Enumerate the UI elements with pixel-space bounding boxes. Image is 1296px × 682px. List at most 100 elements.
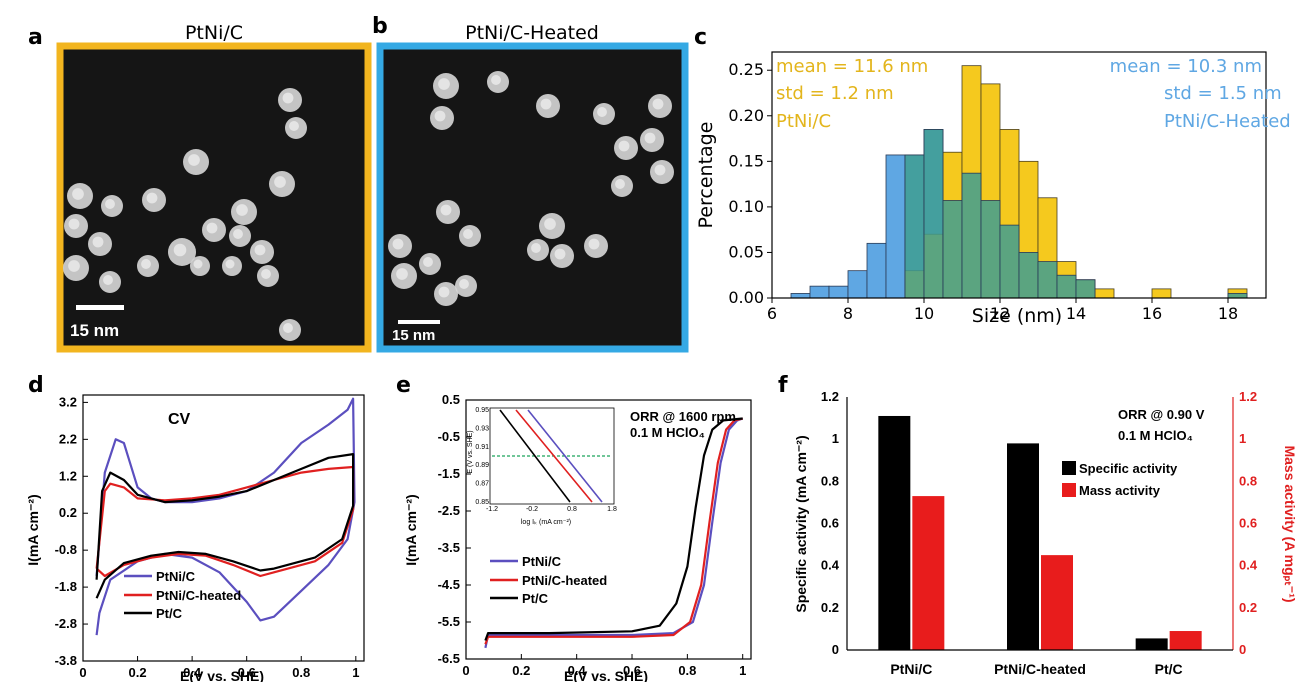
cv-plot: 0 0.2 0.4 0.6 0.8 1 3.2 2.2 1.2 0.2 -0.8 -1.8 -2.8 -3… [55, 394, 360, 680]
inset-x-tick-label: -1.2 [486, 506, 498, 513]
cv-legend-ptnic: PtNi/C [156, 569, 196, 584]
panel-letter-f: f [778, 373, 788, 398]
orr-x-label: E(V vs. SHE) [564, 668, 648, 682]
nanoparticle-highlight [68, 218, 80, 230]
nanoparticle-highlight [644, 132, 656, 144]
activity-y-tick-label: 0.6 [821, 516, 839, 531]
histogram-y-tick-label: 0.20 [728, 106, 764, 125]
cv-y-label: I(mA cm⁻²) [25, 494, 41, 565]
activity-annotation-potential: ORR @ 0.90 V [1118, 407, 1205, 422]
activity-category-label: Pt/C [1155, 661, 1183, 677]
histogram-y-label: Percentage [695, 122, 717, 229]
cv-y-tick-label: 1.2 [59, 468, 77, 483]
nanoparticle-highlight [459, 279, 469, 289]
histogram-x-tick-label: 12 [990, 304, 1010, 323]
nanoparticle-highlight [68, 260, 80, 272]
cv-frame [82, 394, 365, 662]
activity-y2-tick-label: 1.2 [1239, 389, 1257, 404]
nanoparticle-highlight [540, 98, 552, 110]
panel-b-image-frame [376, 42, 689, 353]
annotation-mean-ptnic: mean = 11.6 nm [776, 56, 928, 77]
annotation-mean-heated: mean = 10.3 nm [1110, 56, 1262, 77]
nanoparticle-highlight [188, 154, 200, 166]
activity-y2-tick-label: 0 [1239, 642, 1246, 657]
orr-plot: 0 0.2 0.4 0.6 0.8 1 0.5 -0.5 -1.5 -2.5 -3.5 -4.5 -5.… [438, 392, 747, 678]
nanoparticle-highlight [440, 204, 452, 216]
cv-y-tick-label: -2.8 [55, 616, 77, 631]
orr-y-tick-label: -6.5 [438, 651, 460, 666]
histogram-bar-heated [809, 285, 830, 299]
nanoparticle-highlight [463, 229, 473, 239]
inset-line [527, 409, 603, 503]
panel-b-title: PtNi/C-Heated [465, 22, 599, 44]
inset-x-tick-label: -0.2 [526, 506, 538, 513]
nanoparticles-a [63, 88, 307, 341]
orr-y-tick-label: 0.5 [442, 392, 460, 407]
histogram-bar-heated [885, 154, 906, 299]
nanoparticle-highlight [491, 75, 501, 85]
activity-y2-tick-label: 0.6 [1239, 516, 1257, 531]
inset-y-label: E (V vs. SHE) [467, 430, 474, 473]
inset-y-tick-label: 0.87 [475, 481, 489, 488]
nanoparticle-highlight [206, 222, 218, 234]
panel-letter-e: e [396, 373, 411, 398]
histogram-y-tick-label: 0.25 [728, 60, 764, 79]
activity-y2-label: Mass activity (A mgₚₜ⁻¹) [1282, 445, 1296, 602]
nanoparticle-highlight [236, 204, 248, 216]
activity-y-tick-label: 1.2 [821, 389, 839, 404]
activity-category-label: PtNi/C-heated [994, 661, 1086, 677]
histogram-y-tick-label: 0.00 [728, 288, 764, 307]
panel-letter-b: b [372, 14, 388, 39]
nanoparticle-highlight [274, 176, 286, 188]
cv-legend-heated: PtNi/C-heated [156, 588, 241, 603]
histogram-x-tick-label: 10 [914, 304, 934, 323]
nanoparticle-highlight [438, 78, 450, 90]
nanoparticle-highlight [597, 107, 607, 117]
nanoparticles-b [388, 71, 674, 306]
histogram-bar-overlap [1018, 252, 1039, 299]
nanoparticle-highlight [438, 286, 450, 298]
nanoparticle-highlight [615, 179, 625, 189]
orr-y-tick-label: -0.5 [438, 429, 460, 444]
bar-mass-activity [1169, 631, 1202, 650]
activity-y-label: Specific activity (mA cm⁻²) [793, 435, 809, 612]
activity-y2-tick-label: 1 [1239, 431, 1246, 446]
histogram-bar-overlap [1227, 293, 1248, 299]
orr-y-tick-label: -4.5 [438, 577, 460, 592]
orr-x-tick-label: 1 [739, 663, 746, 678]
cv-legend-ptc: Pt/C [156, 606, 183, 621]
inset-x-tick-label: 1.8 [607, 506, 617, 513]
nanoparticle-highlight [423, 257, 433, 267]
cv-y-tick-label: 0.2 [59, 505, 77, 520]
panel-e: e 0 0.2 0.4 0.6 0.8 1 0.5 -0.5 -1.5 -2.5 -3.5 -4.5 -… [396, 373, 752, 682]
cv-y-tick-label: 3.2 [59, 394, 77, 409]
histogram-bar-overlap [980, 200, 1001, 299]
panel-d: d 0 0.2 0.4 0.6 0.8 1 3.2 2.2 1.2 0.2 -0.8 -1.8 -2.8… [25, 373, 365, 682]
activity-y2-tick-label: 0.4 [1239, 558, 1258, 573]
histogram-bar-overlap [961, 172, 982, 299]
bar-specific-activity [878, 415, 911, 650]
orr-legend-ptc: Pt/C [522, 591, 549, 606]
inset-x-tick-label: 0.8 [567, 506, 577, 513]
nanoparticle-highlight [261, 269, 271, 279]
cv-y-tick-label: -0.8 [55, 542, 77, 557]
bar-specific-activity [1007, 443, 1039, 650]
inset-y-tick-label: 0.89 [475, 462, 489, 469]
nanoparticle-highlight [588, 238, 600, 250]
histogram-x-label: Size (nm) [972, 305, 1062, 327]
legend-swatch-mass [1062, 483, 1076, 497]
annotation-name-ptnic: PtNi/C [776, 111, 831, 132]
histogram-y-tick-label: 0.05 [728, 242, 764, 261]
cv-y-tick-label: -3.8 [55, 653, 77, 668]
nanoparticle-highlight [141, 259, 151, 269]
histogram-bar-heated [828, 285, 849, 299]
nanoparticle-highlight [225, 259, 235, 269]
nanoparticle-highlight [392, 238, 404, 250]
legend-mass-activity: Mass activity [1079, 483, 1161, 498]
nanoparticle-highlight [396, 268, 408, 280]
nanoparticle-highlight [618, 140, 630, 152]
cv-x-tick-label: 0 [79, 665, 86, 680]
nanoparticle-highlight [283, 323, 293, 333]
legend-swatch-specific [1062, 461, 1076, 475]
